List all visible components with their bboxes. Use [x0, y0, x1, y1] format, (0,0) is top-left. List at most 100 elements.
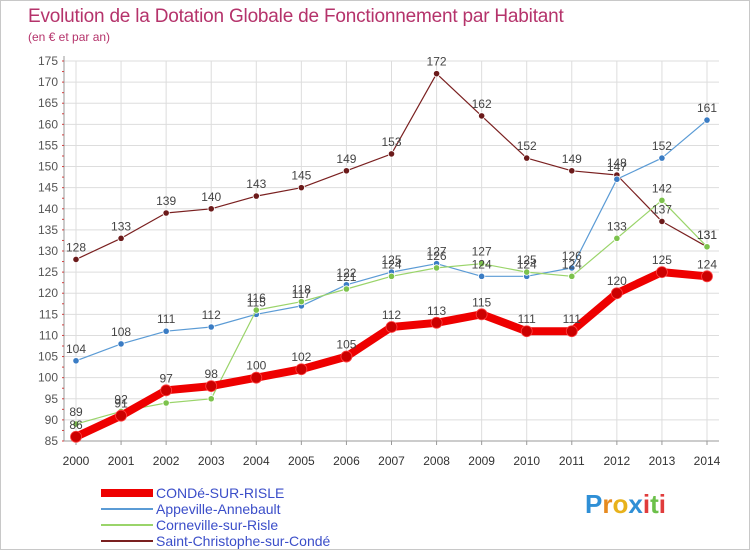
data-label: 149 — [336, 152, 356, 166]
data-label: 111 — [157, 312, 176, 326]
data-point — [656, 266, 668, 279]
data-point — [387, 272, 396, 280]
y-tick-label: 170 — [38, 75, 58, 89]
data-label: 124 — [697, 257, 717, 271]
data-label: 113 — [427, 304, 446, 318]
x-tick-label: 2007 — [378, 454, 405, 468]
x-tick-label: 2011 — [559, 454, 585, 468]
data-label: 105 — [336, 338, 356, 352]
data-label: 115 — [472, 295, 491, 309]
x-tick-label: 2009 — [468, 454, 495, 468]
data-point — [523, 154, 531, 162]
legend-label: Saint-Christophe-sur-Condé — [156, 533, 331, 549]
data-point — [703, 116, 711, 124]
x-tick-label: 2002 — [153, 454, 180, 468]
y-tick-label: 90 — [45, 413, 59, 427]
y-tick-label: 85 — [45, 434, 59, 448]
logo-letter: r — [602, 489, 613, 519]
data-label: 116 — [247, 291, 266, 305]
y-tick-label: 165 — [38, 96, 58, 110]
y-axis-ticks: 85 90 95 100 105 110 115 120 125 130 135 140 145 150 1… — [38, 54, 58, 448]
data-label: 125 — [652, 253, 672, 267]
legend-label: Appeville-Annebault — [156, 501, 281, 517]
data-point — [72, 420, 80, 428]
legend-swatch — [101, 540, 153, 542]
data-label: 147 — [607, 160, 627, 174]
data-point — [117, 234, 125, 242]
grid-lines — [64, 60, 719, 442]
y-tick-label: 150 — [38, 160, 58, 174]
data-label: 102 — [291, 350, 311, 364]
data-label: 131 — [697, 228, 717, 242]
y-tick-label: 140 — [38, 202, 58, 216]
data-label: 162 — [472, 97, 492, 111]
data-label: 98 — [205, 367, 219, 381]
data-label: 97 — [159, 371, 173, 385]
data-point — [478, 112, 486, 120]
data-point — [297, 298, 305, 306]
data-label: 139 — [156, 194, 176, 208]
data-label: 92 — [114, 392, 128, 406]
data-label: 145 — [291, 169, 311, 183]
data-point — [160, 384, 173, 397]
data-label: 91 — [114, 397, 128, 411]
y-tick-label: 175 — [38, 54, 58, 68]
data-point — [205, 380, 218, 393]
data-point — [252, 192, 260, 200]
data-point — [701, 270, 713, 283]
data-point — [478, 272, 486, 280]
data-label: 124 — [381, 257, 401, 271]
legend-swatch — [101, 508, 153, 510]
data-point — [297, 184, 305, 192]
logo-letter: P — [585, 489, 603, 519]
data-label: 152 — [517, 139, 537, 153]
data-label: 137 — [652, 202, 672, 216]
data-label: 128 — [66, 240, 86, 254]
data-point — [523, 268, 531, 276]
logo-letter: x — [628, 489, 643, 519]
data-label: 117 — [292, 287, 311, 301]
data-point — [568, 272, 576, 280]
data-point — [475, 308, 488, 321]
data-point — [207, 395, 215, 403]
data-point — [117, 340, 125, 348]
data-label: 152 — [652, 139, 672, 153]
data-label: 133 — [607, 219, 627, 233]
data-point — [432, 264, 441, 272]
chart-title: Evolution de la Dotation Globale de Fonc… — [28, 6, 564, 27]
y-tick-label: 100 — [38, 371, 58, 385]
data-point — [342, 285, 351, 293]
data-label: 124 — [472, 257, 492, 271]
y-tick-label: 130 — [38, 244, 58, 258]
x-axis-ticks: 2000 2001 2002 2003 2004 2005 2006 2007 2008 2009… — [63, 441, 721, 468]
data-point — [385, 321, 398, 333]
data-label: 142 — [652, 181, 672, 195]
data-label: 104 — [66, 342, 86, 356]
data-label: 121 — [336, 270, 356, 284]
data-point — [207, 323, 215, 331]
data-point — [568, 264, 576, 272]
data-label: 126 — [562, 249, 582, 263]
data-point — [387, 150, 396, 158]
proxiti-logo: Proxiti — [585, 489, 666, 520]
data-point — [568, 167, 576, 175]
data-point — [70, 430, 82, 443]
logo-letter: i — [658, 489, 666, 519]
data-point — [520, 325, 533, 338]
data-point — [115, 409, 127, 422]
data-label: 111 — [563, 312, 582, 326]
legend-swatch — [101, 489, 153, 497]
data-point — [295, 363, 308, 376]
y-tick-label: 105 — [38, 350, 58, 364]
x-tick-label: 2013 — [649, 454, 676, 468]
y-tick-label: 95 — [45, 392, 59, 406]
logo-letter: i — [642, 489, 651, 519]
x-tick-label: 2004 — [243, 454, 270, 468]
x-tick-label: 2008 — [423, 454, 450, 468]
data-point — [658, 217, 666, 226]
data-point — [72, 255, 80, 264]
data-point — [613, 175, 621, 183]
y-tick-label: 120 — [38, 286, 58, 300]
data-point — [613, 234, 621, 242]
